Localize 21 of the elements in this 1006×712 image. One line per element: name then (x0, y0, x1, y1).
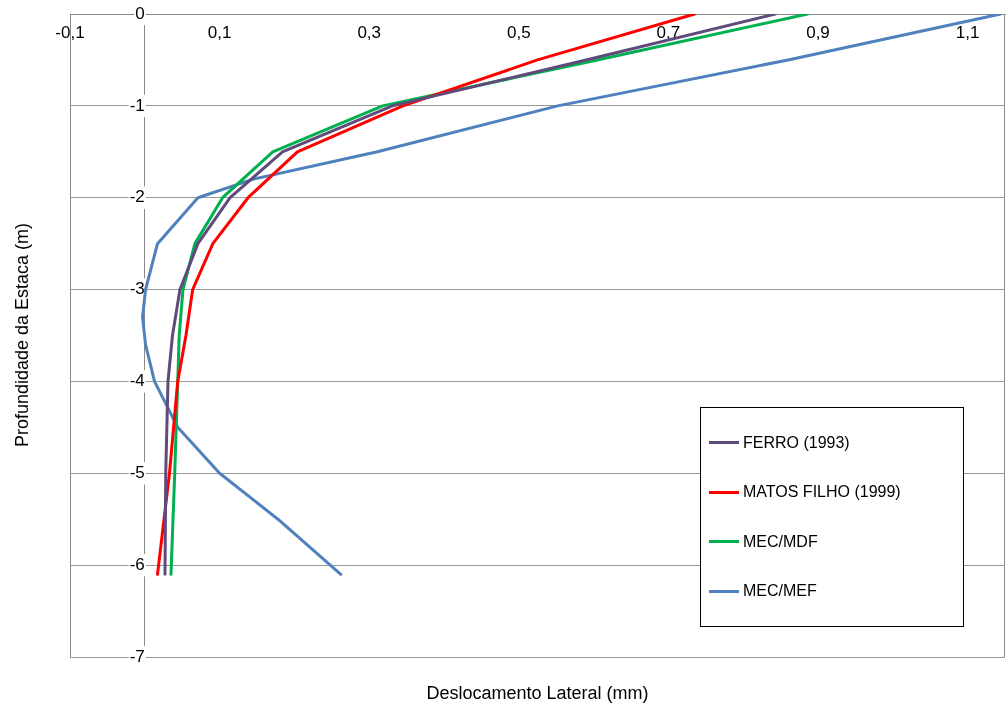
y-tick-label: 0 (135, 3, 145, 23)
x-axis-title: Deslocamento Lateral (mm) (425, 683, 650, 704)
y-tick-label: -1 (129, 95, 145, 115)
legend-label: MEC/MDF (743, 532, 818, 551)
y-tick-label: -2 (129, 187, 145, 207)
y-tick-label: -5 (129, 462, 145, 482)
y-tick-label: -4 (129, 371, 145, 391)
x-tick-label: 0,9 (806, 22, 830, 42)
x-tick-label: -0,1 (55, 22, 85, 42)
x-tick-label: 0,5 (506, 22, 531, 42)
x-tick-label: 0,1 (207, 22, 232, 42)
y-tick-label: -7 (129, 646, 145, 666)
x-tick-label: 0,7 (656, 22, 681, 42)
x-tick-label: 1,1 (955, 22, 980, 42)
y-axis-title: Profundidade da Estaca (m) (11, 222, 33, 448)
y-tick-label: -3 (129, 279, 145, 299)
y-tick-label: -6 (129, 554, 145, 574)
x-tick-label: 0,3 (357, 22, 382, 42)
legend-label: MEC/MEF (743, 582, 817, 601)
legend-label: MATOS FILHO (1999) (743, 483, 901, 502)
legend-label: FERRO (1993) (743, 433, 850, 452)
